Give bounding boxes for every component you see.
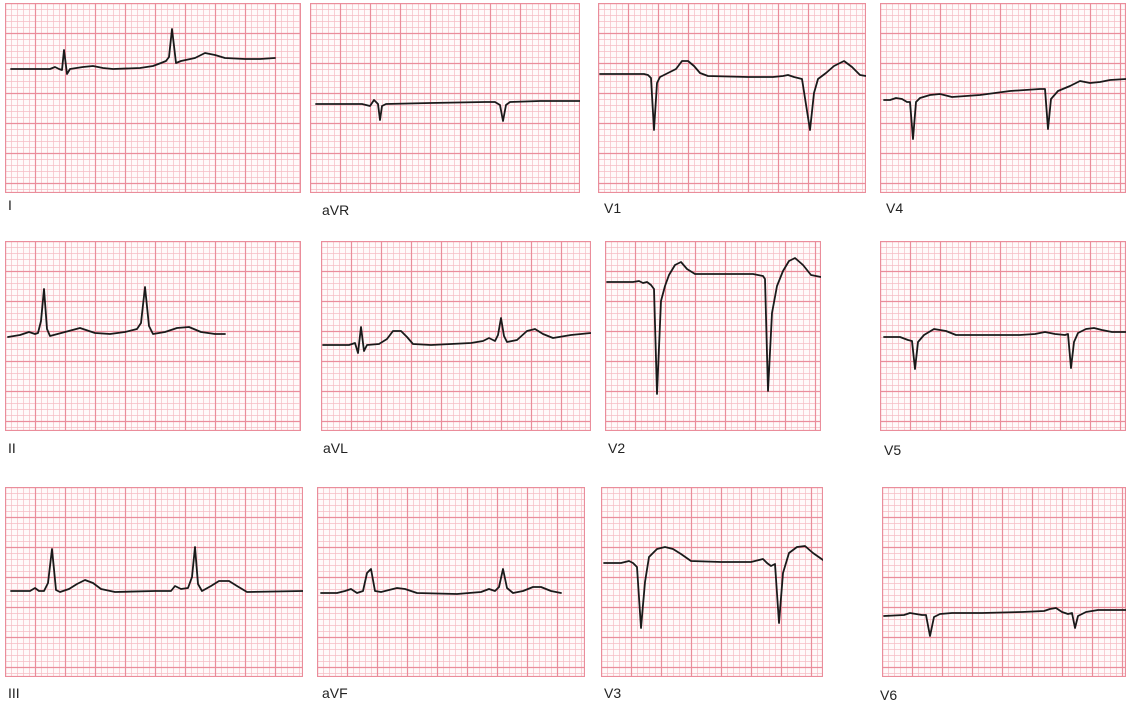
grid-major-lines bbox=[598, 3, 866, 193]
grid-border bbox=[310, 3, 580, 193]
lead-label-v3: V3 bbox=[604, 685, 622, 701]
ecg-waveform-trace bbox=[883, 78, 1126, 140]
grid-border bbox=[605, 241, 821, 431]
grid-minor-lines bbox=[880, 241, 1126, 431]
grid-minor-lines bbox=[882, 487, 1126, 677]
lead-label-v1: V1 bbox=[604, 200, 622, 216]
ecg-waveform-trace bbox=[883, 327, 1126, 370]
grid-border bbox=[880, 241, 1126, 431]
ecg-waveform-trace bbox=[320, 568, 562, 595]
ecg-waveform-trace bbox=[599, 60, 866, 131]
grid-border bbox=[5, 241, 301, 431]
ecg-waveform-trace bbox=[606, 257, 821, 395]
ecg-waveform-trace bbox=[10, 546, 303, 593]
grid-minor-lines bbox=[317, 487, 585, 677]
ecg-strip-v4 bbox=[880, 3, 1126, 193]
ecg-waveform-trace bbox=[883, 607, 1126, 637]
ecg-strip-avl bbox=[321, 241, 591, 431]
grid-border bbox=[880, 3, 1126, 193]
lead-label-v5: V5 bbox=[884, 442, 902, 458]
ecg-strip-avf bbox=[317, 487, 585, 677]
grid-paper-background bbox=[882, 487, 1126, 677]
grid-minor-lines bbox=[601, 487, 823, 677]
ecg-strip-v3 bbox=[601, 487, 823, 677]
grid-paper-background bbox=[317, 487, 585, 677]
grid-border bbox=[598, 3, 866, 193]
ecg-strip-iii bbox=[5, 487, 303, 677]
lead-label-avf: aVF bbox=[322, 685, 348, 701]
grid-minor-lines bbox=[5, 3, 301, 193]
lead-label-v2: V2 bbox=[608, 440, 626, 456]
grid-paper-background bbox=[5, 3, 301, 193]
ecg-waveform-trace bbox=[322, 317, 591, 354]
grid-border bbox=[5, 3, 301, 193]
grid-major-lines bbox=[605, 241, 821, 431]
grid-paper-background bbox=[880, 3, 1126, 193]
ecg-strip-v2 bbox=[605, 241, 821, 431]
ecg-waveform-trace bbox=[10, 28, 276, 75]
grid-border bbox=[882, 487, 1126, 677]
ecg-waveform-trace bbox=[315, 99, 580, 122]
grid-paper-background bbox=[880, 241, 1126, 431]
ecg-strip-v6 bbox=[882, 487, 1126, 677]
ecg-strip-v1 bbox=[598, 3, 866, 193]
grid-paper-background bbox=[598, 3, 866, 193]
grid-minor-lines bbox=[880, 3, 1126, 193]
grid-minor-lines bbox=[5, 241, 301, 431]
grid-paper-background bbox=[5, 487, 303, 677]
grid-major-lines bbox=[5, 487, 303, 677]
lead-label-iii: III bbox=[8, 685, 20, 701]
ecg-strip-avr bbox=[310, 3, 580, 193]
grid-border bbox=[601, 487, 823, 677]
grid-border bbox=[317, 487, 585, 677]
ecg-strip-ii bbox=[5, 241, 301, 431]
lead-label-v4: V4 bbox=[886, 200, 904, 216]
lead-label-avr: aVR bbox=[322, 202, 350, 218]
grid-border bbox=[5, 487, 303, 677]
grid-minor-lines bbox=[5, 487, 303, 677]
lead-label-avl: aVL bbox=[323, 440, 348, 456]
lead-label-i: I bbox=[8, 197, 12, 213]
grid-paper-background bbox=[605, 241, 821, 431]
grid-minor-lines bbox=[321, 241, 591, 431]
ecg-strip-i bbox=[5, 3, 301, 193]
grid-border bbox=[321, 241, 591, 431]
grid-paper-background bbox=[601, 487, 823, 677]
lead-label-ii: II bbox=[8, 440, 16, 456]
grid-paper-background bbox=[310, 3, 580, 193]
grid-minor-lines bbox=[310, 3, 580, 193]
lead-label-v6: V6 bbox=[880, 687, 898, 703]
ecg-waveform-trace bbox=[7, 286, 226, 338]
ecg-strip-v5 bbox=[880, 241, 1126, 431]
ecg-waveform-trace bbox=[603, 545, 823, 629]
